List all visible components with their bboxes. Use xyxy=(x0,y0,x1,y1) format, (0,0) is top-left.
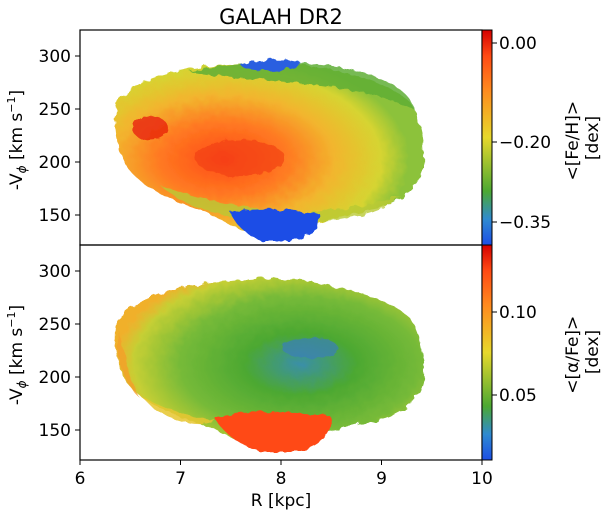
top-colorbar-ticks: 0.00 −0.20 −0.35 xyxy=(492,34,551,233)
bottom-y-ticks: 150 200 250 300 xyxy=(39,262,80,441)
x-tick-label: 8 xyxy=(276,469,287,489)
bottom-colorbar-ticks: 0.10 0.05 xyxy=(492,303,537,406)
top-y-ticks: 150 200 250 300 xyxy=(39,47,80,226)
top-colorbar-tick-label: −0.35 xyxy=(499,213,551,233)
x-tick-label: 9 xyxy=(376,469,387,489)
bottom-colorbar-tick-label: 0.05 xyxy=(499,386,537,406)
top-y-tick-label: 250 xyxy=(39,100,71,120)
top-colorbar-tick-label: 0.00 xyxy=(499,34,537,54)
top-panel: GALAH DR2 15 xyxy=(5,5,603,246)
bottom-y-tick-label: 300 xyxy=(39,262,71,282)
bottom-y-tick-label: 150 xyxy=(39,421,71,441)
x-ticks: 6 7 8 9 10 xyxy=(75,460,493,489)
bottom-panel: 150 200 250 300 6 7 8 9 10 R [kpc] -Vϕ [… xyxy=(5,244,603,511)
alpha-heatmap xyxy=(115,278,425,452)
top-y-axis-label: -Vϕ [km s−1] xyxy=(5,90,29,190)
x-axis-label: R [kpc] xyxy=(251,491,311,511)
top-y-tick-label: 300 xyxy=(39,47,71,67)
x-tick-label: 6 xyxy=(75,469,86,489)
x-tick-label: 7 xyxy=(175,469,186,489)
x-tick-label: 10 xyxy=(471,469,493,489)
top-colorbar xyxy=(481,29,493,246)
bottom-colorbar-label: <[α/Fe]> [dex] xyxy=(563,310,603,393)
bottom-y-tick-label: 250 xyxy=(39,315,71,335)
feh-heatmap xyxy=(115,59,425,241)
bottom-y-axis-label: -Vϕ [km s−1] xyxy=(5,305,29,405)
top-y-tick-label: 150 xyxy=(39,206,71,226)
top-colorbar-label: <[Fe/H]> [dex] xyxy=(563,96,603,181)
top-colorbar-tick-label: −0.20 xyxy=(499,133,551,153)
bottom-y-tick-label: 200 xyxy=(39,368,71,388)
top-y-tick-label: 200 xyxy=(39,153,71,173)
bottom-colorbar-tick-label: 0.10 xyxy=(499,303,537,323)
chart-title: GALAH DR2 xyxy=(219,5,343,29)
bottom-colorbar xyxy=(481,244,493,461)
